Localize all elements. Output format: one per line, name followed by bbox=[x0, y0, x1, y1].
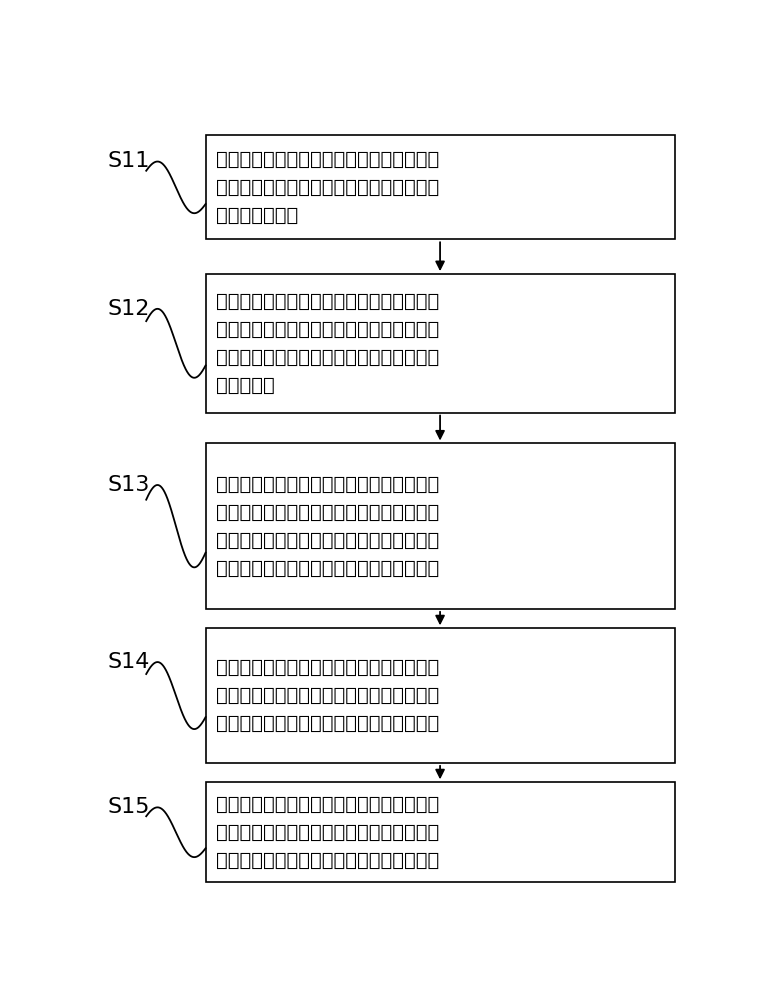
Bar bbox=[205, 274, 675, 413]
Bar bbox=[205, 135, 675, 239]
Text: S14: S14 bbox=[107, 652, 149, 672]
Text: 对第一检测图像数据和第二检测图像数据进
行边缘检测处理，得到第一检测图像对应的
第一边缘图数据和第二检测图像对应的第二
边缘图数据: 对第一检测图像数据和第二检测图像数据进 行边缘检测处理，得到第一检测图像对应的 … bbox=[216, 292, 440, 395]
Text: S11: S11 bbox=[107, 151, 149, 171]
Bar bbox=[205, 443, 675, 609]
Bar bbox=[205, 628, 675, 763]
Text: 根据第一检测图像对应的特征点集合和第二
检测图像对应的特征点集合点，得到第一检
测图像和第二检测图像的最佳投影关系矩阵: 根据第一检测图像对应的特征点集合和第二 检测图像对应的特征点集合点，得到第一检 … bbox=[216, 658, 440, 733]
Bar bbox=[205, 782, 675, 882]
Text: 根据第一检测图像对应的第一边缘图数据、
第二检测图像对应的第二边缘图数据和亚像
素质心法定位，得到第一检测图像对应的特
征点集合和第二检测图像对应的特征点集合: 根据第一检测图像对应的第一边缘图数据、 第二检测图像对应的第二边缘图数据和亚像 … bbox=[216, 475, 440, 578]
Text: 基于预设的靶标图像，获取物体在第一位置
的第一检测图像数据和物体在第二位置的第
二检测图像数据: 基于预设的靶标图像，获取物体在第一位置 的第一检测图像数据和物体在第二位置的第 … bbox=[216, 150, 440, 225]
Text: 根据预设的焦距和物距以及第一检测图像和
第二检测图像的最佳投影关系矩阵，得到物
体在第一位置和物体在第二位置的相对距离: 根据预设的焦距和物距以及第一检测图像和 第二检测图像的最佳投影关系矩阵，得到物 … bbox=[216, 795, 440, 870]
Text: S15: S15 bbox=[107, 797, 149, 817]
Text: S13: S13 bbox=[107, 475, 149, 495]
Text: S12: S12 bbox=[107, 299, 149, 319]
